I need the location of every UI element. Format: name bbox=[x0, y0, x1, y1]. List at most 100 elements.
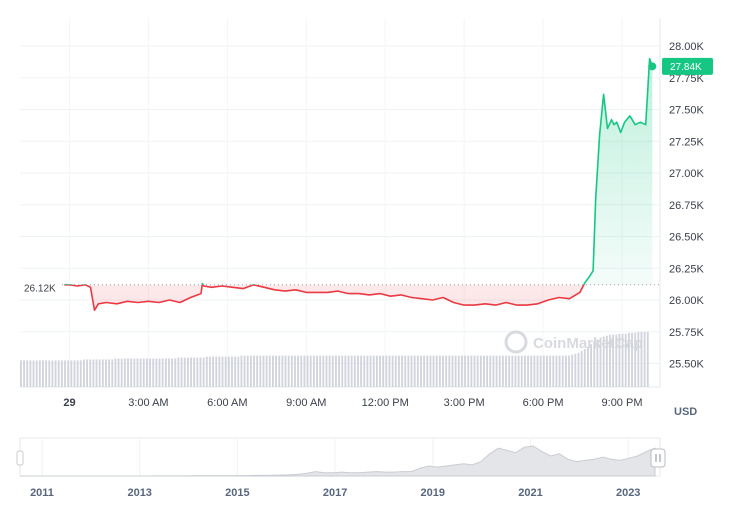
volume-bar bbox=[335, 355, 337, 387]
price-line-down bbox=[64, 284, 585, 311]
volume-bar bbox=[281, 355, 284, 387]
navigator-year-label: 2013 bbox=[127, 487, 151, 499]
volume-bar bbox=[385, 355, 388, 387]
volume-bar bbox=[520, 355, 523, 387]
x-tick-label: 3:00 PM bbox=[444, 397, 485, 409]
volume-bar bbox=[70, 360, 73, 387]
volume-bar bbox=[546, 355, 548, 387]
volume-bar bbox=[190, 357, 192, 387]
volume-bar bbox=[193, 357, 196, 387]
volume-bar bbox=[634, 332, 637, 387]
volume-bar bbox=[105, 359, 107, 387]
volume-bar bbox=[539, 355, 542, 387]
volume-bar bbox=[42, 360, 44, 387]
volume-bar bbox=[297, 355, 300, 387]
y-tick-label: 25.75K bbox=[669, 327, 705, 339]
volume-bar bbox=[253, 355, 255, 387]
volume-bar bbox=[501, 355, 504, 387]
volume-bar bbox=[54, 360, 57, 387]
volume-bar bbox=[369, 355, 372, 387]
volume-bar bbox=[183, 357, 186, 387]
volume-bar bbox=[398, 355, 400, 387]
volume-bar bbox=[363, 355, 366, 387]
volume-bar bbox=[609, 334, 611, 387]
current-price-label: 27.84K bbox=[670, 62, 702, 73]
volume-bar bbox=[142, 358, 145, 387]
volume-bar bbox=[590, 344, 592, 387]
volume-bar bbox=[587, 347, 589, 387]
volume-bar bbox=[224, 356, 227, 387]
volume-bar bbox=[256, 355, 259, 387]
area-above-reference bbox=[64, 58, 653, 285]
volume-bar bbox=[127, 358, 129, 387]
volume-bar bbox=[249, 355, 252, 387]
y-tick-label: 26.75K bbox=[669, 200, 705, 212]
volume-bar bbox=[111, 359, 114, 387]
volume-bar bbox=[479, 355, 482, 387]
volume-bar bbox=[416, 355, 419, 387]
volume-bar bbox=[391, 355, 394, 387]
volume-bar bbox=[646, 331, 649, 387]
volume-bar bbox=[511, 355, 514, 387]
watermark: CoinMarketCap bbox=[504, 330, 643, 354]
volume-bar bbox=[123, 358, 126, 387]
volume-bar bbox=[599, 337, 602, 387]
volume-bar bbox=[347, 355, 350, 387]
volume-bar bbox=[533, 355, 536, 387]
volume-bar bbox=[338, 355, 340, 387]
volume-bar bbox=[341, 355, 344, 387]
volume-bar bbox=[451, 355, 454, 387]
range-navigator[interactable]: 2011 2013 2015 2017 2019 2021 2023 bbox=[16, 437, 666, 499]
volume-bar bbox=[624, 333, 627, 387]
volume-bar bbox=[57, 360, 60, 387]
navigator-year-label: 2021 bbox=[518, 487, 542, 499]
volume-bar bbox=[498, 355, 501, 387]
volume-bar bbox=[448, 355, 451, 387]
navigator-year-label: 2017 bbox=[323, 487, 347, 499]
volume-bar bbox=[92, 359, 95, 387]
volume-bar bbox=[524, 355, 526, 387]
volume-bar bbox=[67, 360, 70, 387]
area-below-reference bbox=[64, 284, 584, 311]
volume-bar bbox=[577, 352, 580, 387]
volume-bar bbox=[168, 358, 170, 387]
volume-bar bbox=[243, 355, 246, 387]
volume-bar bbox=[130, 358, 133, 387]
volume-bar bbox=[316, 355, 318, 387]
x-axis-ticks: 29 3:00 AM 6:00 AM 9:00 AM 12:00 PM 3:00 PM 6:… bbox=[63, 397, 642, 409]
navigator-handle-right[interactable] bbox=[650, 448, 666, 468]
volume-bar bbox=[108, 359, 111, 387]
volume-bar bbox=[457, 355, 460, 387]
volume-bar bbox=[379, 355, 381, 387]
x-tick-label: 6:00 PM bbox=[523, 397, 564, 409]
volume-bar bbox=[438, 355, 441, 387]
volume-bar bbox=[64, 360, 66, 387]
navigator-year-label: 2019 bbox=[421, 487, 445, 499]
volume-bar bbox=[196, 357, 199, 387]
volume-bar bbox=[410, 355, 413, 387]
volume-bar bbox=[60, 360, 63, 387]
volume-bar bbox=[549, 355, 552, 387]
volume-bar bbox=[350, 355, 353, 387]
volume-bar bbox=[199, 357, 202, 387]
volume-bar bbox=[300, 355, 303, 387]
volume-bar bbox=[407, 355, 410, 387]
volume-bar bbox=[467, 355, 470, 387]
volume-bar bbox=[461, 355, 463, 387]
volume-bar bbox=[284, 355, 287, 387]
volume-bar bbox=[275, 355, 277, 387]
navigator-handle-left[interactable] bbox=[16, 450, 24, 466]
x-tick-label: 9:00 AM bbox=[286, 397, 326, 409]
volume-bar bbox=[29, 360, 32, 387]
volume-bar bbox=[294, 355, 296, 387]
volume-bar bbox=[83, 359, 85, 387]
volume-bar bbox=[561, 355, 564, 387]
volume-bar bbox=[101, 359, 104, 387]
volume-bar bbox=[306, 355, 309, 387]
volume-bar bbox=[593, 341, 596, 387]
volume-bar bbox=[98, 359, 101, 387]
volume-bar bbox=[486, 355, 489, 387]
volume-bar bbox=[394, 355, 397, 387]
